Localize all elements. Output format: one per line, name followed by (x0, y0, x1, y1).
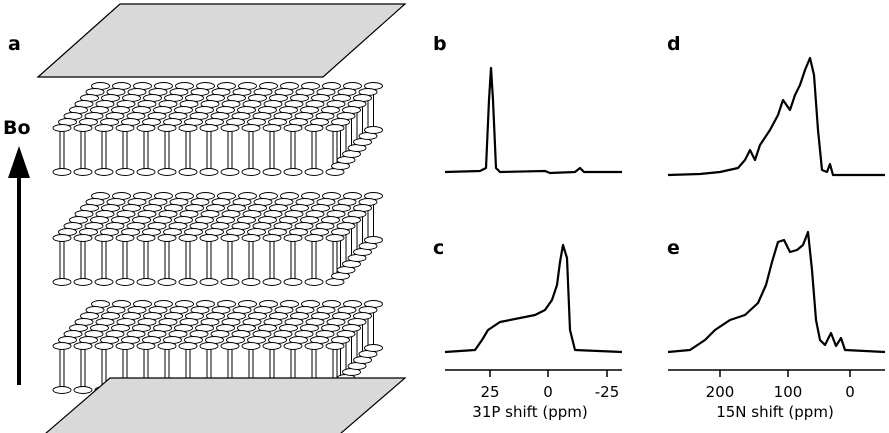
lipid-head (220, 168, 240, 176)
lipid-head (115, 124, 135, 132)
lipid-head (73, 124, 93, 132)
panel-label: a (8, 33, 21, 55)
lipid-head (199, 342, 219, 350)
lipid-head (262, 234, 282, 242)
lipid-head (220, 234, 240, 242)
lipid-head (94, 278, 114, 286)
spectrum-d (667, 56, 885, 177)
lipid-head (178, 168, 198, 176)
lipid-head (241, 168, 261, 176)
panel-label: c (433, 237, 444, 259)
lipid-head (73, 342, 93, 350)
bilayer (52, 192, 383, 286)
lipid-head (94, 124, 114, 132)
membrane-schematic (36, 3, 407, 433)
field-arrow-head (8, 146, 30, 178)
lipid-head (220, 278, 240, 286)
lipid-head (283, 278, 303, 286)
lipid-head (262, 342, 282, 350)
lipid-head (136, 168, 156, 176)
lipid-head (52, 168, 72, 176)
lipid-head (157, 342, 177, 350)
lipid-head (283, 234, 303, 242)
lipid-head (178, 124, 198, 132)
lipid-head (178, 278, 198, 286)
lipid-head (364, 344, 383, 352)
lipid-head (199, 168, 219, 176)
lipid-head (283, 124, 303, 132)
lipid-head (199, 278, 219, 286)
lipid-head (52, 234, 72, 242)
lipid-head (241, 342, 261, 350)
spectrum-b (444, 66, 622, 175)
lipid-head (157, 168, 177, 176)
lipid-head (115, 234, 135, 242)
lipid-head (325, 234, 345, 242)
lipid-head (178, 234, 198, 242)
lipid-head (364, 126, 383, 134)
tick-label: 0 (845, 383, 855, 401)
panel-label: e (667, 237, 680, 259)
lipid-head (157, 234, 177, 242)
lipid-head (283, 342, 303, 350)
lipid-head (241, 124, 261, 132)
lipid-head (52, 124, 72, 132)
lipid-head (304, 124, 324, 132)
lipid-head (136, 234, 156, 242)
lipid-head (157, 124, 177, 132)
lipid-head (136, 124, 156, 132)
field-label: Bo (3, 117, 31, 139)
tick-label: 200 (706, 383, 735, 401)
lipid-head (262, 124, 282, 132)
axis-title: 15N shift (ppm) (716, 403, 834, 421)
lipid-head (73, 278, 93, 286)
lipid-head (52, 278, 72, 286)
axis-title: 31P shift (ppm) (472, 403, 587, 421)
spectrum-e (667, 230, 886, 354)
lipid-head (73, 234, 93, 242)
lipid-head (304, 278, 324, 286)
lipid-head (94, 168, 114, 176)
lipid-head (73, 168, 93, 176)
lipid-head (262, 278, 282, 286)
tick-label: 100 (774, 383, 803, 401)
ticks: 25 0 -25 200 100 0 (480, 370, 855, 401)
top-plate (36, 3, 407, 78)
lipid-head (241, 278, 261, 286)
lipid-head (115, 168, 135, 176)
panel-label: b (433, 33, 447, 55)
lipid-head (136, 278, 156, 286)
lipid-head (94, 234, 114, 242)
tick-label: 0 (543, 383, 553, 401)
lipid-head (325, 342, 345, 350)
lipid-head (178, 342, 198, 350)
bilayer (52, 82, 383, 176)
lipid-head (304, 342, 324, 350)
lipid-head (220, 124, 240, 132)
lipid-head (136, 342, 156, 350)
bottom-plate (45, 377, 407, 433)
lipid-head (199, 124, 219, 132)
lipid-head (220, 342, 240, 350)
lipid-head (199, 234, 219, 242)
lipid-head (325, 124, 345, 132)
tick-label: -25 (595, 383, 620, 401)
lipid-head (241, 234, 261, 242)
lipid-head (364, 236, 383, 244)
panel-label: d (667, 33, 681, 55)
lipid-head (94, 342, 114, 350)
lipid-head (115, 342, 135, 350)
tick-label: 25 (480, 383, 499, 401)
spectrum-c (444, 243, 623, 354)
lipid-head (52, 342, 72, 350)
lipid-head (304, 168, 324, 176)
lipid-head (283, 168, 303, 176)
lipid-head (157, 278, 177, 286)
lipid-head (262, 168, 282, 176)
lipid-head (52, 386, 72, 394)
lipid-head (115, 278, 135, 286)
lipid-head (304, 234, 324, 242)
lipid-head (73, 386, 93, 394)
